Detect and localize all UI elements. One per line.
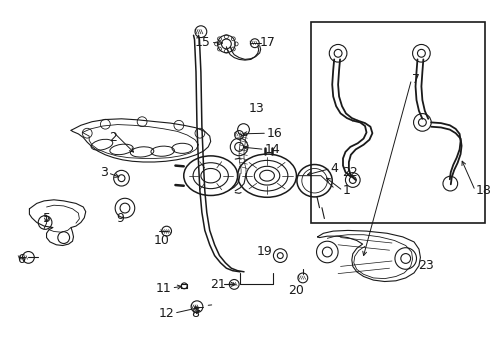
Text: 13: 13	[249, 102, 265, 114]
Text: 4: 4	[331, 162, 339, 175]
Text: 15: 15	[195, 36, 211, 49]
Text: 10: 10	[154, 234, 170, 247]
Text: 23: 23	[418, 259, 434, 272]
Text: 18: 18	[475, 184, 490, 197]
Text: 7: 7	[412, 73, 419, 86]
Text: 16: 16	[267, 127, 283, 140]
Text: 6: 6	[17, 253, 24, 266]
Text: 1: 1	[343, 184, 351, 197]
Text: 21: 21	[210, 278, 225, 291]
Text: 11: 11	[156, 282, 171, 294]
Text: 20: 20	[289, 284, 304, 297]
Text: 19: 19	[256, 246, 272, 258]
Bar	[311, 22, 485, 223]
Text: 12: 12	[158, 307, 174, 320]
Text: 5: 5	[43, 212, 50, 225]
Text: 8: 8	[191, 307, 199, 320]
Text: 3: 3	[100, 166, 108, 179]
Text: 22: 22	[342, 166, 358, 179]
Text: 2: 2	[109, 131, 117, 144]
Text: 14: 14	[265, 143, 280, 156]
Text: 9: 9	[116, 212, 124, 225]
Text: 17: 17	[260, 36, 275, 49]
